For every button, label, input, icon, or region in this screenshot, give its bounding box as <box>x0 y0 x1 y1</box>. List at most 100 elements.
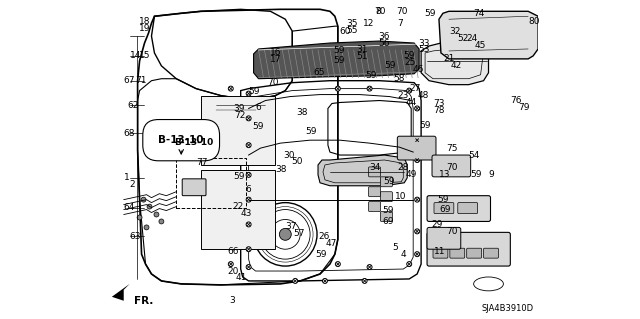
Text: 20: 20 <box>228 266 239 276</box>
FancyBboxPatch shape <box>427 196 490 221</box>
FancyBboxPatch shape <box>458 203 477 213</box>
Circle shape <box>246 116 251 121</box>
Text: 33: 33 <box>418 39 429 48</box>
Text: 43: 43 <box>241 209 252 218</box>
Text: 51: 51 <box>356 52 368 61</box>
Circle shape <box>154 212 159 217</box>
FancyBboxPatch shape <box>369 167 380 177</box>
Text: 3: 3 <box>229 296 234 305</box>
Text: 15: 15 <box>139 51 150 60</box>
Text: 64: 64 <box>124 203 135 212</box>
Text: B-13-10: B-13-10 <box>159 135 204 145</box>
Text: 69: 69 <box>439 205 451 214</box>
Circle shape <box>367 264 372 270</box>
Text: 78: 78 <box>433 106 445 115</box>
Text: B-13-10: B-13-10 <box>174 138 214 147</box>
FancyBboxPatch shape <box>397 136 436 160</box>
Text: 59: 59 <box>385 61 396 70</box>
Circle shape <box>279 228 291 240</box>
Text: 47: 47 <box>326 239 337 248</box>
Circle shape <box>228 262 233 267</box>
Circle shape <box>415 197 420 202</box>
Text: 8: 8 <box>376 7 381 16</box>
Circle shape <box>137 215 142 220</box>
Text: 10: 10 <box>396 192 407 201</box>
Text: 59: 59 <box>333 47 344 56</box>
FancyBboxPatch shape <box>427 227 461 249</box>
FancyBboxPatch shape <box>369 202 380 211</box>
Text: 4: 4 <box>400 250 406 259</box>
Text: 58: 58 <box>394 74 405 83</box>
FancyBboxPatch shape <box>432 155 470 177</box>
Text: 19: 19 <box>139 24 150 33</box>
Text: 52: 52 <box>457 33 468 42</box>
Circle shape <box>246 247 251 252</box>
Circle shape <box>415 106 420 111</box>
Circle shape <box>246 222 251 227</box>
Circle shape <box>415 229 420 234</box>
Polygon shape <box>112 284 130 301</box>
Text: 28: 28 <box>397 163 409 173</box>
Circle shape <box>323 278 328 283</box>
Text: 68: 68 <box>124 129 135 138</box>
Text: 72: 72 <box>234 111 245 120</box>
Text: 54: 54 <box>468 151 480 160</box>
Text: 31: 31 <box>356 46 368 55</box>
Text: 59: 59 <box>424 9 436 18</box>
Circle shape <box>228 86 233 91</box>
Polygon shape <box>439 11 538 59</box>
Text: 22: 22 <box>233 202 244 211</box>
Text: 79: 79 <box>518 103 530 112</box>
Text: 59: 59 <box>383 206 394 215</box>
Text: 59: 59 <box>470 170 482 179</box>
Text: 59: 59 <box>305 127 317 136</box>
Text: 80: 80 <box>528 17 540 26</box>
Text: 65: 65 <box>313 68 324 77</box>
FancyBboxPatch shape <box>380 177 392 187</box>
Text: 12: 12 <box>363 19 374 28</box>
FancyBboxPatch shape <box>450 248 465 258</box>
Text: 36: 36 <box>378 32 390 41</box>
Text: 41: 41 <box>236 273 247 282</box>
Text: 59: 59 <box>333 56 344 65</box>
Text: 76: 76 <box>510 96 522 105</box>
Text: 24: 24 <box>467 33 478 42</box>
Circle shape <box>415 252 420 257</box>
Text: 27: 27 <box>409 84 420 93</box>
Text: 46: 46 <box>412 65 424 74</box>
Text: 59: 59 <box>365 71 377 80</box>
Text: 50: 50 <box>291 158 303 167</box>
Text: 56: 56 <box>378 39 390 48</box>
Text: SJA4B3910D: SJA4B3910D <box>481 304 533 313</box>
Text: 67: 67 <box>124 76 135 85</box>
Text: 23: 23 <box>397 91 409 100</box>
Text: 34: 34 <box>369 163 381 173</box>
Text: 66: 66 <box>228 247 239 256</box>
Text: 73: 73 <box>433 99 445 108</box>
Circle shape <box>367 86 372 91</box>
Text: 13: 13 <box>439 170 451 179</box>
Circle shape <box>415 138 420 143</box>
Text: 59: 59 <box>248 87 260 96</box>
Text: 11: 11 <box>434 247 445 256</box>
Text: 39: 39 <box>234 104 245 113</box>
Text: 38: 38 <box>296 108 308 117</box>
FancyBboxPatch shape <box>369 187 380 197</box>
Text: 42: 42 <box>451 61 462 70</box>
Text: 59: 59 <box>437 195 449 204</box>
Bar <box>201 170 275 249</box>
Text: 70: 70 <box>268 78 279 87</box>
Text: 5: 5 <box>392 243 398 252</box>
Text: 59: 59 <box>403 51 415 60</box>
Circle shape <box>159 219 164 224</box>
Circle shape <box>246 91 251 96</box>
Text: 32: 32 <box>449 26 460 36</box>
Text: 59: 59 <box>419 121 431 130</box>
Circle shape <box>246 264 251 270</box>
Circle shape <box>362 278 367 283</box>
FancyBboxPatch shape <box>484 248 499 258</box>
Text: 18: 18 <box>139 17 150 26</box>
Text: 59: 59 <box>234 172 245 181</box>
Circle shape <box>246 172 251 177</box>
Text: 60: 60 <box>340 26 351 36</box>
